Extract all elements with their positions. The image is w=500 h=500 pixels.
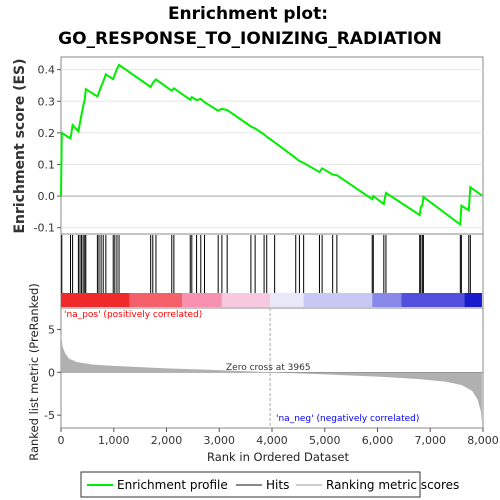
zero-cross-label: Zero cross at 3965 [226, 363, 311, 373]
color-bar-segment [221, 293, 271, 307]
rank-color-bar [61, 293, 482, 307]
x-tick-label: 6,000 [362, 434, 394, 447]
negative-correlation-label: 'na_neg' (negatively correlated) [276, 414, 419, 424]
legend-hits-label: Hits [266, 478, 289, 492]
metric-y-ticks: -5 0 5 [44, 323, 61, 422]
metric-y-tick-label: 5 [48, 323, 55, 336]
color-bar-segment [401, 293, 465, 307]
x-tick-label: 1,000 [98, 434, 130, 447]
chart-title-line1: Enrichment plot: [168, 4, 328, 24]
color-bar-segment [372, 293, 402, 307]
metric-y-axis-title: Ranked list metric (PreRanked) [27, 283, 41, 461]
es-y-tick-label: 0.2 [38, 127, 56, 140]
color-bar-segment [303, 293, 373, 307]
color-bar-segment [129, 293, 183, 307]
x-axis-title: Rank in Ordered Dataset [207, 450, 350, 464]
es-y-tick-label: 0.3 [38, 95, 56, 108]
color-bar-segment [270, 293, 304, 307]
x-axis-ticks: 0 1,000 2,000 3,000 4,000 5,000 6,000 7,000 8,00… [58, 428, 499, 447]
x-tick-label: 5,000 [309, 434, 341, 447]
color-bar-segment [182, 293, 222, 307]
legend-metric-label: Ranking metric scores [326, 478, 459, 492]
x-tick-label: 8,000 [467, 434, 499, 447]
color-bar-segment [464, 293, 482, 307]
es-y-axis-title: Enrichment score (ES) [12, 58, 28, 233]
x-tick-label: 3,000 [204, 434, 236, 447]
legend-enrichment-label: Enrichment profile [117, 478, 228, 492]
es-panel-frame [60, 56, 484, 235]
color-bar-segment [61, 293, 130, 307]
es-y-tick-label: 0.4 [38, 64, 56, 77]
chart-title-line2: GO_RESPONSE_TO_IONIZING_RADIATION [58, 29, 442, 49]
hit-marks [61, 235, 471, 293]
positive-correlation-label: 'na_pos' (positively correlated) [64, 310, 202, 320]
es-y-tick-label: -0.1 [34, 222, 55, 235]
x-tick-label: 4,000 [256, 434, 288, 447]
es-y-tick-label: 0.0 [38, 190, 56, 203]
enrichment-profile-line [60, 63, 483, 227]
es-y-tick-label: 0.1 [38, 158, 56, 171]
x-tick-label: 2,000 [151, 434, 183, 447]
es-y-ticks: -0.1 0.0 0.1 0.2 0.3 0.4 [34, 64, 61, 235]
x-tick-label: 7,000 [415, 434, 447, 447]
legend: Enrichment profile Hits Ranking metric s… [80, 471, 459, 498]
metric-y-tick-label: 0 [48, 366, 55, 379]
x-tick-label: 0 [58, 434, 65, 447]
metric-y-tick-label: -5 [44, 409, 55, 422]
